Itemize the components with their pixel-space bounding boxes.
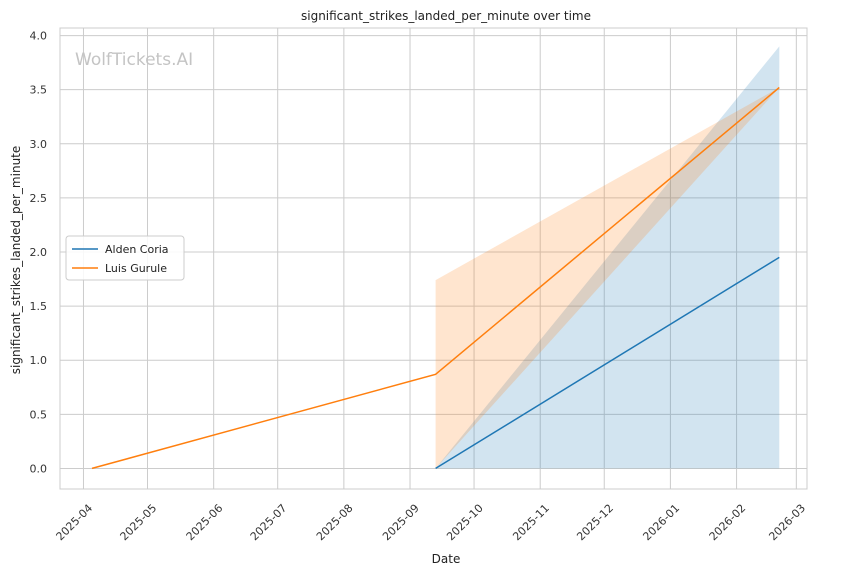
y-tick-label: 0.0 xyxy=(30,462,48,475)
legend-label-luis-gurule: Luis Gurule xyxy=(105,262,167,275)
grid xyxy=(60,28,807,489)
watermark: WolfTickets.AI xyxy=(75,50,193,70)
series-line-luis-gurule xyxy=(91,86,780,470)
series-lines xyxy=(91,86,780,470)
x-tick-label: 2025-06 xyxy=(184,502,226,544)
x-tick-label: 2025-04 xyxy=(54,502,96,544)
x-tick-label: 2025-09 xyxy=(380,502,422,544)
y-tick-label: 1.5 xyxy=(30,300,48,313)
x-axis-label: Date xyxy=(432,552,461,566)
x-tick-label: 2025-10 xyxy=(444,502,486,544)
y-tick-label: 2.0 xyxy=(30,246,48,259)
x-tick-label: 2025-08 xyxy=(314,502,356,544)
x-tick-label: 2025-05 xyxy=(118,502,160,544)
confidence-bands xyxy=(435,46,780,469)
x-tick-label: 2026-02 xyxy=(707,502,749,544)
series-line-alden-coria xyxy=(435,256,780,470)
y-axis-label: significant_strikes_landed_per_minute xyxy=(9,146,23,375)
y-tick-label: 3.5 xyxy=(30,84,48,97)
chart-title: significant_strikes_landed_per_minute ov… xyxy=(301,9,591,23)
confidence-band-luis-gurule xyxy=(435,87,780,469)
plot-frame xyxy=(59,27,808,490)
y-tick-label: 2.5 xyxy=(30,192,48,205)
x-tick-label: 2025-11 xyxy=(510,502,552,544)
y-tick-label: 3.0 xyxy=(30,138,48,151)
x-tick-label: 2025-07 xyxy=(248,502,290,544)
confidence-band-alden-coria xyxy=(435,46,780,469)
x-tick-label: 2025-12 xyxy=(574,502,616,544)
legend-box xyxy=(65,235,185,281)
legend: Alden Coria Luis Gurule xyxy=(65,235,185,281)
x-tick-label: 2026-01 xyxy=(640,502,682,544)
legend-label-alden-coria: Alden Coria xyxy=(105,243,169,256)
y-tick-label: 4.0 xyxy=(30,30,48,43)
y-tick-label: 0.5 xyxy=(30,408,48,421)
x-tick-label: 2026-03 xyxy=(766,502,808,544)
y-tick-label: 1.0 xyxy=(30,354,48,367)
